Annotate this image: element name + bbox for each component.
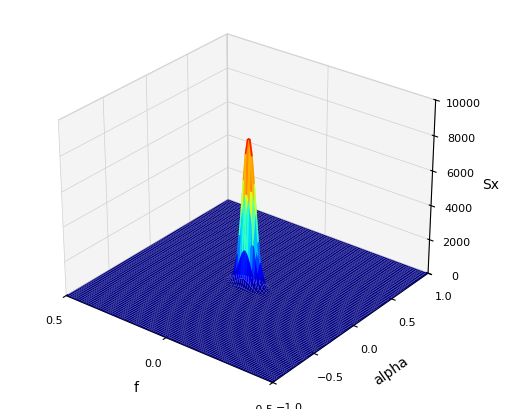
X-axis label: f: f: [134, 381, 139, 395]
Y-axis label: alpha: alpha: [371, 354, 411, 388]
